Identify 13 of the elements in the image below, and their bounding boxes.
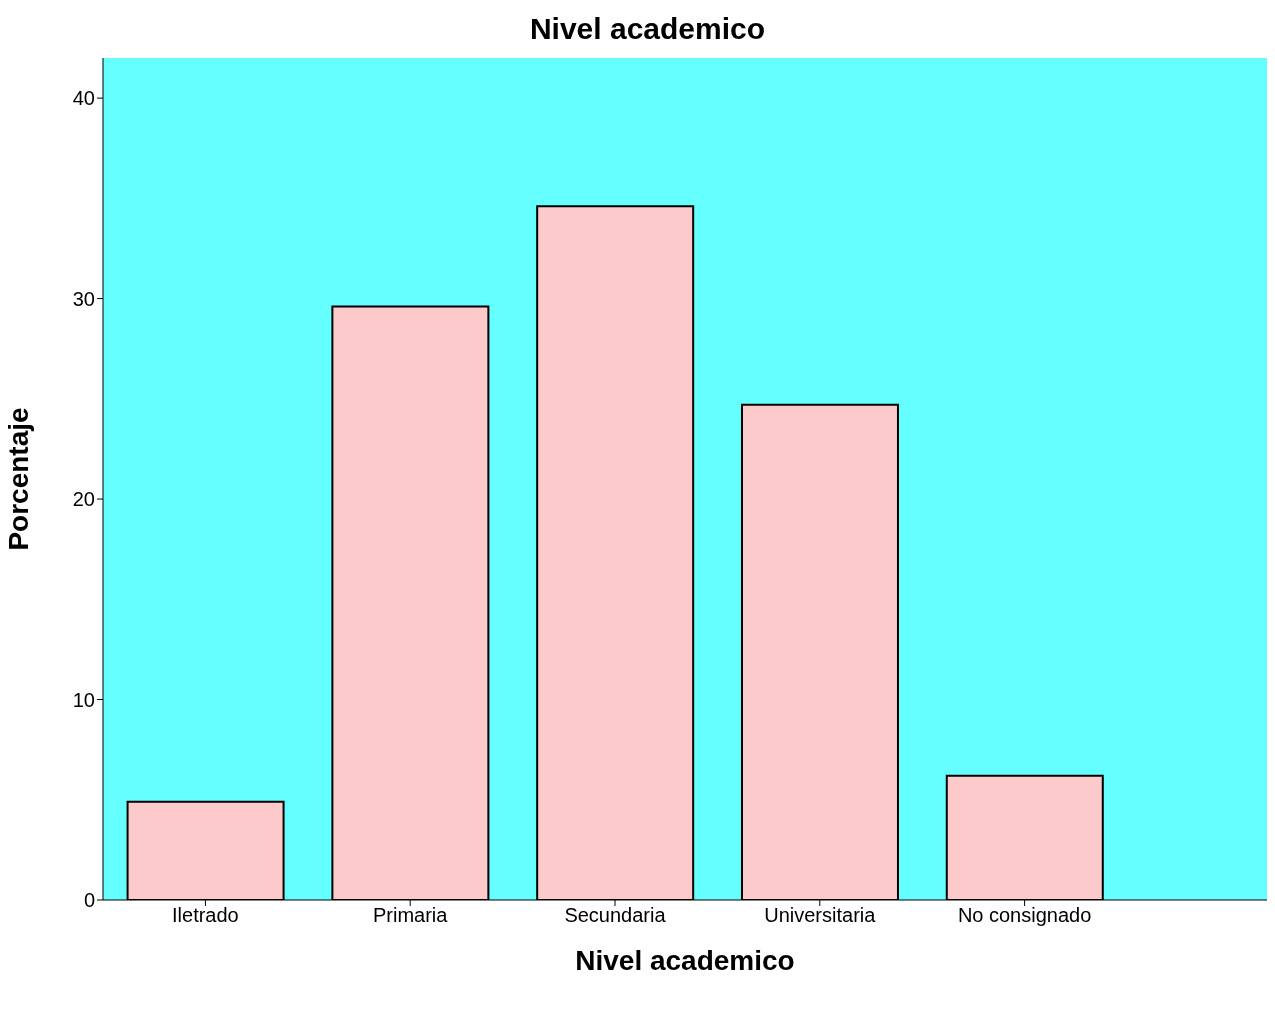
x-tick-label: Iletrado: [172, 904, 239, 927]
x-axis-title: Nivel academico: [575, 945, 795, 976]
x-tick-label: Universitaria: [764, 904, 877, 927]
x-tick-label: No consignado: [957, 904, 1092, 927]
y-tick-label: 30: [72, 287, 95, 310]
x-tick-label: Secundaria: [564, 904, 667, 927]
x-tick-label: Primaria: [372, 904, 449, 927]
chart-title: Nivel academico: [528, 11, 767, 47]
y-axis-title: Porcentaje: [2, 407, 34, 551]
y-tick-label: 0: [83, 889, 95, 912]
y-tick-label: 40: [72, 87, 95, 110]
y-tick-label: 10: [72, 688, 95, 711]
y-tick-label: 20: [72, 488, 95, 511]
